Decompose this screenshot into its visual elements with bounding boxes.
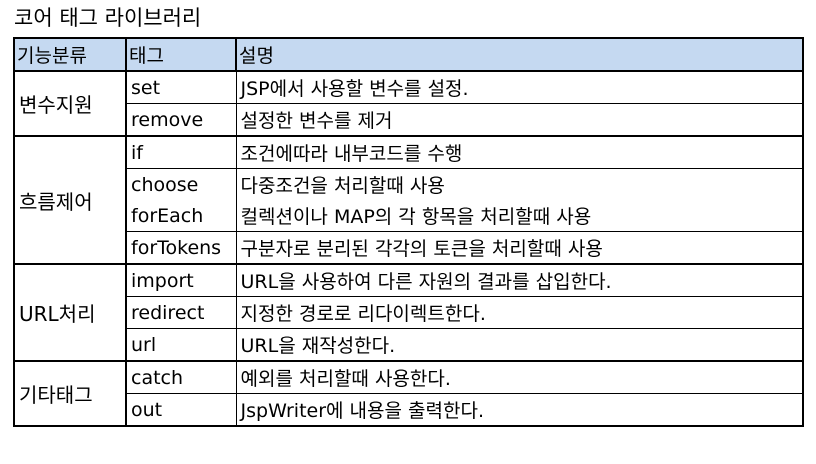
tag-cell: forTokens <box>125 231 237 265</box>
description-cell: 구분자로 분리된 각각의 토큰을 처리할때 사용 <box>235 231 804 265</box>
description-cell: URL을 재작성한다. <box>235 328 804 362</box>
category-cell: 흐름제어 <box>13 135 127 265</box>
header-category: 기능분류 <box>13 37 127 72</box>
tag-cell: set <box>125 70 237 104</box>
description-cell: JSP에서 사용할 변수를 설정. <box>235 70 804 104</box>
table-row: forEach 컬렉션이나 MAP의 각 항목을 처리할때 사용 <box>14 200 804 232</box>
table-row: 기타태그 catch 예외를 처리할때 사용한다. <box>13 360 804 427</box>
header-row: 기능분류 태그 설명 <box>13 37 804 72</box>
core-tag-table: 기능분류 태그 설명 변수지원 set JSP에서 사용할 변수를 설정. re… <box>13 37 804 427</box>
table-row: forTokens 구분자로 분리된 각각의 토큰을 처리할때 사용 <box>14 231 804 265</box>
description-cell: 설정한 변수를 제거 <box>235 103 804 137</box>
category-cell: 변수지원 <box>13 70 127 137</box>
description-cell: 컬렉션이나 MAP의 각 항목을 처리할때 사용 <box>235 200 804 232</box>
table-row: out JspWriter에 내용을 출력한다. <box>14 393 804 427</box>
tag-cell: forEach <box>125 200 237 232</box>
table-caption: 코어 태그 라이브러리 <box>14 6 202 30</box>
tag-cell: import <box>125 263 237 297</box>
description-cell: 조건에따라 내부코드를 수행 <box>235 135 804 169</box>
table-row: URL처리 import URL을 사용하여 다른 자원의 결과를 삽입한다. <box>13 263 804 362</box>
header-tag: 태그 <box>125 37 237 72</box>
category-cell: 기타태그 <box>13 360 127 427</box>
tag-cell: if <box>125 135 237 169</box>
table-row: redirect 지정한 경로로 리다이렉트한다. <box>14 296 804 329</box>
description-cell: 다중조건을 처리할때 사용 <box>235 168 804 200</box>
tag-cell: remove <box>125 103 237 137</box>
table-row: url URL을 재작성한다. <box>14 328 804 362</box>
tag-cell: url <box>125 328 237 362</box>
tag-cell: choose <box>125 168 237 200</box>
header-description: 설명 <box>235 37 804 72</box>
table-row: 변수지원 set JSP에서 사용할 변수를 설정. <box>13 70 804 137</box>
table-row: choose 다중조건을 처리할때 사용 <box>14 168 804 200</box>
table-row: 흐름제어 if 조건에따라 내부코드를 수행 <box>13 135 804 265</box>
description-cell: 지정한 경로로 리다이렉트한다. <box>235 296 804 329</box>
tag-cell: catch <box>125 360 237 394</box>
category-cell: URL처리 <box>13 263 127 362</box>
description-cell: URL을 사용하여 다른 자원의 결과를 삽입한다. <box>235 263 804 297</box>
tag-cell: out <box>125 393 237 427</box>
table-row: remove 설정한 변수를 제거 <box>14 103 804 137</box>
description-cell: JspWriter에 내용을 출력한다. <box>235 393 804 427</box>
tag-cell: redirect <box>125 296 237 329</box>
description-cell: 예외를 처리할때 사용한다. <box>235 360 804 394</box>
